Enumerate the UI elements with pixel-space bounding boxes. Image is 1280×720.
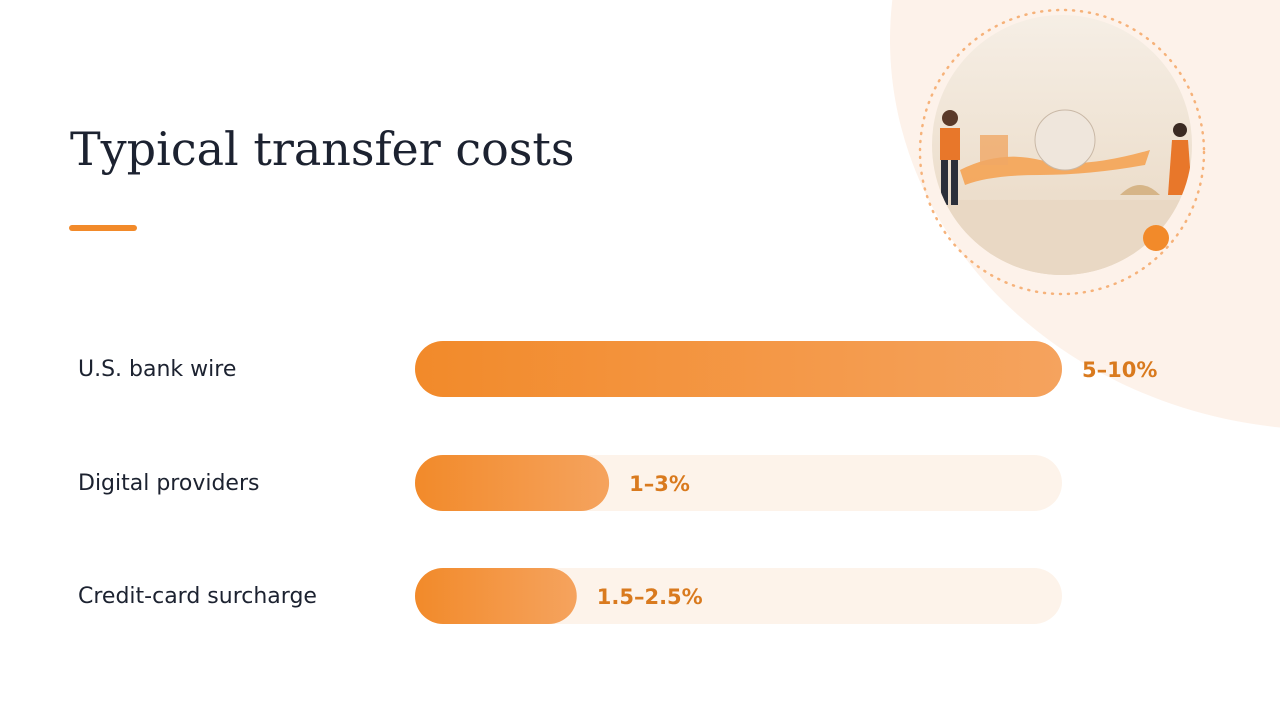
chart-title: Typical transfer costs [70, 122, 575, 176]
title-underline [69, 225, 137, 231]
category-label: Digital providers [78, 471, 259, 496]
illustration [932, 15, 1192, 275]
value-label: 1.5–2.5% [597, 585, 703, 609]
bar-track [415, 568, 1062, 624]
bar [415, 341, 1062, 397]
bar [415, 568, 577, 624]
dotted-ring [918, 8, 1206, 296]
value-label: 5–10% [1082, 358, 1157, 382]
bar [415, 455, 610, 511]
category-label: Credit-card surcharge [78, 584, 317, 609]
accent-dot [1143, 225, 1169, 251]
value-label: 1–3% [629, 472, 690, 496]
category-label: U.S. bank wire [78, 357, 236, 382]
